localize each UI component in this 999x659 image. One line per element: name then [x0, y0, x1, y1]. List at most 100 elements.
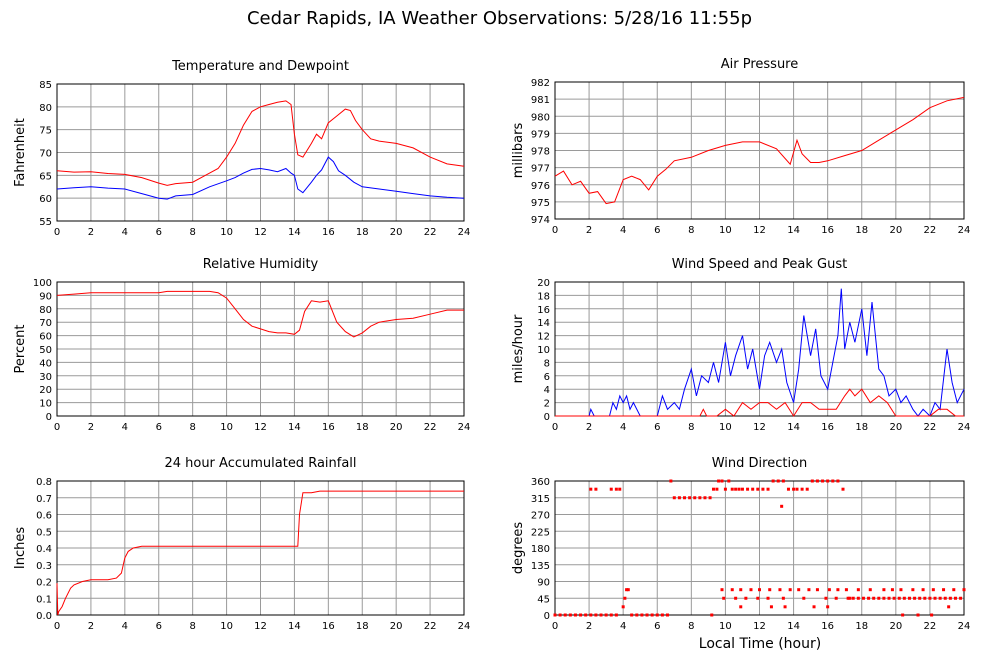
- data-point: [769, 605, 773, 609]
- x-tick-label: 22: [924, 621, 937, 632]
- data-point: [589, 613, 593, 617]
- data-point: [737, 487, 741, 491]
- data-point: [589, 487, 593, 491]
- data-point: [851, 596, 855, 600]
- x-tick-label: 14: [288, 621, 301, 632]
- data-point: [766, 596, 770, 600]
- data-point: [877, 596, 881, 600]
- x-tick-label: 12: [254, 621, 267, 632]
- y-tick-label: 0.7: [36, 494, 52, 505]
- data-point: [846, 596, 850, 600]
- data-point: [573, 613, 577, 617]
- y-tick-label: 75: [39, 126, 52, 137]
- y-tick-label: 70: [39, 149, 52, 160]
- x-tick-label: 0: [552, 621, 558, 632]
- data-point: [786, 487, 790, 491]
- x-tick-label: 4: [620, 621, 626, 632]
- data-point: [744, 596, 748, 600]
- data-point: [792, 487, 796, 491]
- y-tick-label: 16: [537, 305, 550, 316]
- data-point: [723, 487, 727, 491]
- x-tick-label: 18: [855, 621, 868, 632]
- data-point: [848, 596, 852, 600]
- y-tick-label: 90: [39, 291, 52, 302]
- x-tick-label: 8: [688, 422, 694, 433]
- data-point: [856, 596, 860, 600]
- data-point: [959, 596, 963, 600]
- y-tick-label: 20: [537, 278, 550, 289]
- x-tick-label: 20: [889, 621, 902, 632]
- data-point: [730, 588, 734, 592]
- x-tick-label: 0: [552, 422, 558, 433]
- y-tick-label: 60: [39, 332, 52, 343]
- series-line-1: [56, 290, 464, 338]
- data-point: [776, 479, 780, 483]
- x-tick-label: 14: [288, 227, 301, 238]
- data-point: [916, 613, 920, 617]
- data-point: [717, 479, 721, 483]
- data-point: [821, 479, 825, 483]
- data-point: [892, 596, 896, 600]
- data-point: [923, 596, 927, 600]
- data-point: [645, 613, 649, 617]
- y-tick-label: 0.2: [36, 578, 52, 589]
- data-point: [563, 613, 567, 617]
- x-tick-label: 6: [654, 422, 660, 433]
- x-tick-label: 12: [753, 422, 766, 433]
- x-tick-label: 24: [458, 422, 471, 433]
- data-point: [655, 613, 659, 617]
- series-line-1: [555, 288, 965, 417]
- data-point: [734, 596, 738, 600]
- y-tick-label: 85: [39, 80, 52, 91]
- data-point: [931, 588, 935, 592]
- data-point: [807, 588, 811, 592]
- y-tick-label: 0.0: [36, 611, 52, 622]
- data-point: [746, 487, 750, 491]
- y-tick-label: 976: [531, 181, 550, 192]
- chart-title: Relative Humidity: [203, 257, 319, 272]
- y-tick-label: 225: [531, 527, 550, 538]
- y-tick-label: 55: [39, 217, 52, 228]
- data-point: [928, 596, 932, 600]
- y-tick-label: 50: [39, 345, 52, 356]
- x-tick-label: 8: [189, 621, 195, 632]
- y-tick-label: 981: [531, 95, 550, 106]
- data-point: [868, 588, 872, 592]
- x-tick-label: 10: [220, 422, 233, 433]
- data-point: [579, 613, 583, 617]
- x-tick-label: 10: [220, 621, 233, 632]
- data-point: [727, 479, 731, 483]
- y-tick-label: 100: [33, 278, 52, 289]
- data-point: [913, 596, 917, 600]
- data-point: [625, 588, 629, 592]
- y-tick-label: 0.5: [36, 527, 52, 538]
- x-tick-label: 0: [552, 225, 558, 236]
- data-point: [711, 487, 715, 491]
- plot-frame: [56, 281, 465, 417]
- y-tick-label: 0.1: [36, 594, 52, 605]
- x-tick-label: 4: [620, 422, 626, 433]
- data-point: [780, 504, 784, 508]
- data-point: [739, 605, 743, 609]
- data-point: [698, 496, 702, 500]
- data-point: [901, 613, 905, 617]
- data-point: [672, 496, 676, 500]
- data-point: [795, 487, 799, 491]
- y-tick-label: 360: [531, 477, 550, 488]
- x-tick-label: 20: [390, 621, 403, 632]
- data-point: [693, 496, 697, 500]
- data-point: [948, 596, 952, 600]
- data-point: [584, 613, 588, 617]
- x-tick-label: 18: [855, 422, 868, 433]
- data-point: [751, 487, 755, 491]
- data-point: [715, 487, 719, 491]
- y-axis-label: millibars: [511, 123, 526, 179]
- y-tick-label: 974: [531, 215, 550, 226]
- y-tick-label: 80: [39, 305, 52, 316]
- data-point: [867, 596, 871, 600]
- y-axis-label: degrees: [511, 522, 526, 575]
- data-point: [594, 487, 598, 491]
- data-point: [781, 479, 785, 483]
